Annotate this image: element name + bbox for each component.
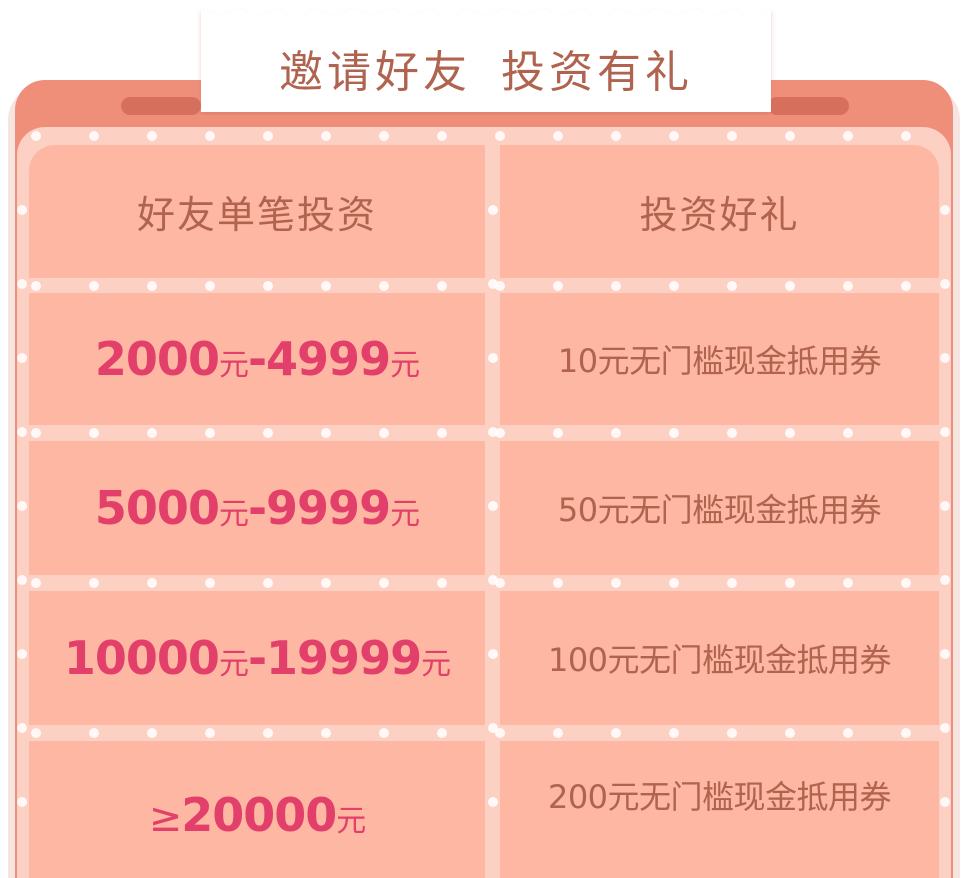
table-row: ≥20000元 <box>29 741 485 878</box>
frame-slot-right <box>768 97 849 115</box>
title-banner <box>201 8 771 112</box>
table-header-investment: 好友单笔投资 <box>29 145 485 278</box>
reward-cell: 50元无门槛现金抵用券 <box>500 441 939 575</box>
investment-range: 2000元-4999元 <box>94 332 420 386</box>
reward-label: 50元无门槛现金抵用券 <box>557 491 882 529</box>
header-investment-label: 好友单笔投资 <box>136 193 377 237</box>
table-row: 5000元-9999元 <box>29 441 485 575</box>
reward-cell: 100元无门槛现金抵用券 <box>500 591 939 725</box>
header-reward-label: 投资好礼 <box>639 193 800 237</box>
reward-label: 100元无门槛现金抵用券 <box>547 641 892 679</box>
investment-range: ≥20000元 <box>148 787 367 842</box>
reward-label: 10元无门槛现金抵用券 <box>557 342 882 380</box>
reward-label: 200元无门槛现金抵用券 <box>547 777 892 816</box>
table-row: 10000元-19999元 <box>29 591 485 725</box>
table-row: 2000元-4999元 <box>29 293 485 425</box>
reward-cell: 200元无门槛现金抵用券 <box>500 741 939 878</box>
frame-slot-left <box>121 97 201 115</box>
investment-range: 10000元-19999元 <box>63 631 451 685</box>
table-header-reward: 投资好礼 <box>500 145 939 278</box>
page-title: 邀请好友 投资有礼 <box>279 47 693 98</box>
reward-cell: 10元无门槛现金抵用券 <box>500 293 939 425</box>
investment-range: 5000元-9999元 <box>94 481 420 535</box>
